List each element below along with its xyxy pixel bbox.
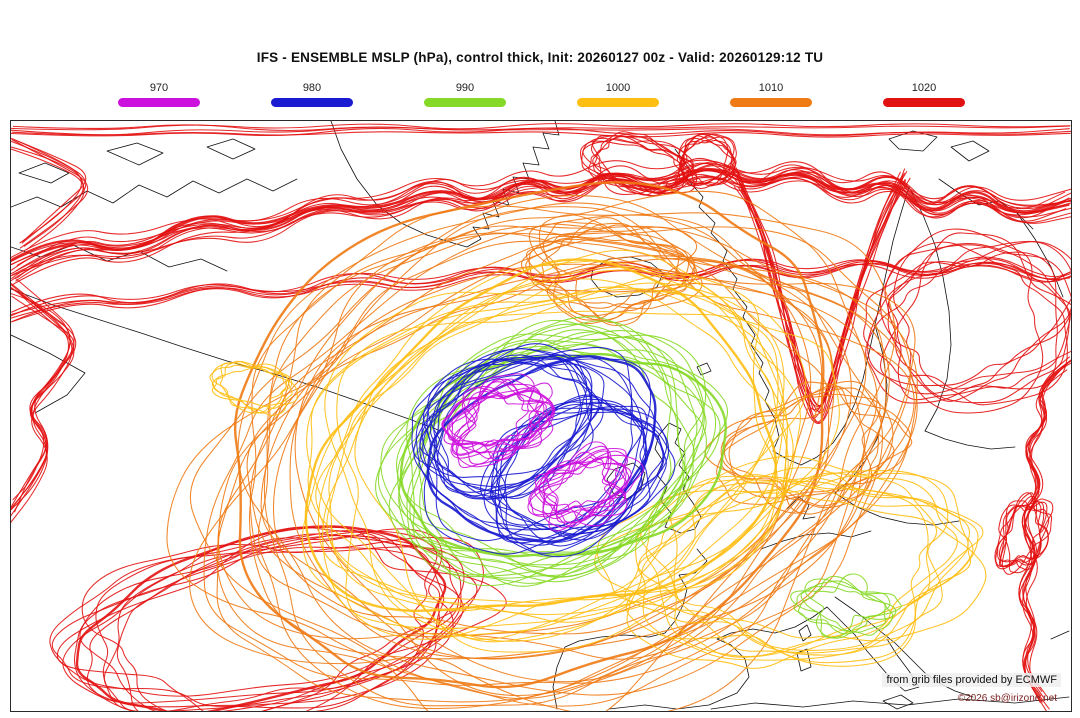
page-title: IFS - ENSEMBLE MSLP (hPa), control thick…	[256, 50, 824, 65]
contour-bundle-1000-17	[594, 455, 987, 669]
ensemble-mslp-map	[11, 121, 1071, 711]
contour-bundle-1000-18	[209, 360, 298, 416]
contour-bundle-990-20	[790, 573, 902, 639]
contour-bundle-1020-0	[11, 123, 1071, 138]
data-source-credit: from grib files provided by ECMWF	[882, 673, 1061, 687]
map-frame: from grib files provided by ECMWF ©2026 …	[10, 120, 1072, 712]
contour-bundle-1000-16	[301, 249, 840, 653]
legend-bar-970	[118, 98, 200, 107]
contour-bundle-1020-3	[11, 137, 89, 251]
legend-bar-1020	[883, 98, 965, 107]
contour-bundle-970-25	[527, 441, 644, 532]
legend-label-980: 980	[302, 82, 322, 94]
contour-bundle-1010-14	[520, 214, 703, 327]
contour-bundle-1020-9	[994, 492, 1054, 575]
legend-bar-990	[424, 98, 506, 107]
legend-bar-1010	[730, 98, 812, 107]
contour-bundle-1020-10	[49, 525, 507, 711]
contour-bundle-1020-6	[676, 133, 737, 190]
contour-bundle-1020-7	[863, 228, 1071, 414]
legend-label-1010: 1010	[758, 82, 784, 94]
legend-label-990: 990	[455, 82, 475, 94]
contour-bundle-1020-8	[1018, 356, 1071, 711]
legend-bar-980	[271, 98, 353, 107]
contour-bundle-980-23	[413, 346, 657, 555]
contour-bundle-1010-12	[166, 181, 918, 711]
legend-label-1000: 1000	[605, 82, 631, 94]
legend-label-970: 970	[149, 82, 169, 94]
contour-bundle-980-21	[411, 343, 605, 500]
contour-bundle-970-24	[441, 373, 556, 469]
contour-bundle-990-19	[375, 316, 729, 587]
copyright-text: ©2026 sb@irizone.net	[957, 693, 1057, 704]
legend-bar-1000	[577, 98, 659, 107]
contour-bundle-1020-4	[732, 164, 911, 424]
legend-label-1020: 1020	[911, 82, 937, 94]
contour-bundle-980-22	[480, 394, 676, 558]
contour-bundle-1020-11	[11, 277, 77, 523]
